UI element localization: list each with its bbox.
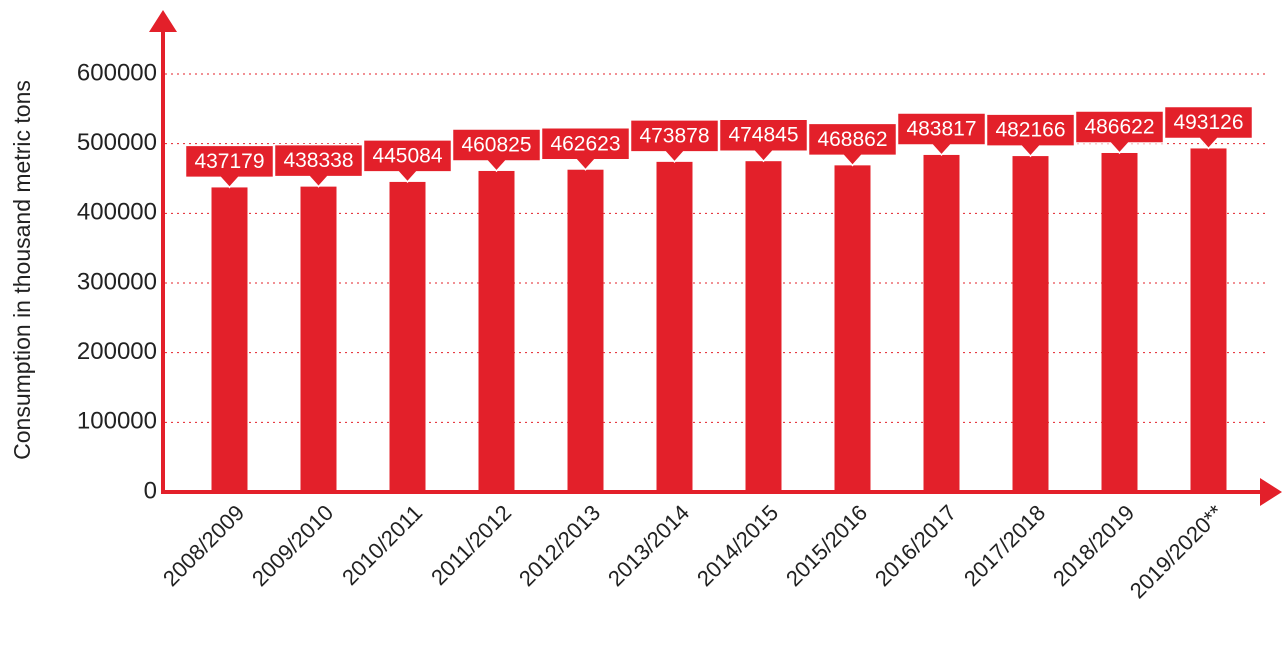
- x-tick-label: 2009/2010: [247, 500, 338, 591]
- value-label: 473878: [639, 124, 709, 147]
- y-axis-arrow: [149, 10, 177, 32]
- value-label-box: [184, 144, 275, 189]
- bar: [745, 161, 782, 492]
- y-tick-label: 400000: [77, 199, 157, 226]
- value-label-box: [807, 122, 898, 167]
- bar: [1101, 152, 1138, 492]
- y-axis-title: Consumption in thousand metric tons: [9, 80, 35, 460]
- value-label: 474845: [728, 124, 798, 147]
- value-label-box: [1074, 110, 1165, 155]
- bar: [1190, 148, 1227, 492]
- bar: [300, 186, 337, 493]
- y-tick-label: 0: [144, 477, 157, 504]
- value-label: 486622: [1084, 116, 1154, 139]
- value-label: 437179: [194, 150, 264, 173]
- value-label-box: [985, 113, 1076, 158]
- x-tick-label: 2016/2017: [870, 500, 961, 591]
- value-label: 438338: [283, 149, 353, 172]
- x-tick-label: 2010/2011: [337, 500, 427, 590]
- value-label-box: [362, 139, 453, 184]
- x-tick-label: 2012/2013: [514, 500, 605, 591]
- bar: [834, 165, 871, 492]
- bar: [656, 161, 693, 492]
- value-label-box: [896, 112, 987, 157]
- value-label-box: [629, 119, 720, 163]
- x-tick-label: 2013/2014: [603, 500, 694, 591]
- bar: [389, 181, 426, 493]
- value-label-box: [718, 118, 809, 163]
- x-tick-label: 2008/2009: [158, 500, 249, 591]
- marks: 437179 438338 445084 460825 462623 473878 4748…: [184, 105, 1254, 493]
- value-label: 468862: [817, 128, 887, 151]
- value-label: 460825: [461, 134, 531, 157]
- value-label-box: [540, 126, 631, 171]
- value-label-box: [451, 128, 542, 173]
- value-label-box: [273, 143, 364, 188]
- value-label: 483817: [906, 117, 976, 140]
- bar: [1012, 156, 1049, 493]
- value-label: 445084: [372, 144, 442, 167]
- bar: [923, 154, 960, 492]
- x-tick-label: 2014/2015: [692, 500, 783, 591]
- value-label: 493126: [1173, 111, 1243, 134]
- x-tick-label: 2015/2016: [781, 500, 872, 591]
- x-tick-label: 2019/2020**: [1125, 500, 1229, 604]
- x-tick-label: 2018/2019: [1048, 500, 1139, 591]
- y-tick-label: 600000: [77, 59, 157, 86]
- y-tick-label: 500000: [77, 129, 157, 156]
- y-tick-label: 200000: [77, 338, 157, 365]
- y-tick-label: 100000: [77, 408, 157, 435]
- bar: [567, 169, 604, 492]
- x-tick-label: 2011/2012: [426, 500, 516, 590]
- value-label: 462623: [550, 132, 620, 155]
- bar: [211, 187, 248, 493]
- x-axis-arrow: [1260, 478, 1282, 506]
- bar: [478, 170, 515, 492]
- y-tick-label: 300000: [77, 268, 157, 295]
- value-label-box: [1163, 105, 1254, 150]
- x-tick-label: 2017/2018: [959, 500, 1050, 591]
- value-label: 482166: [995, 119, 1065, 142]
